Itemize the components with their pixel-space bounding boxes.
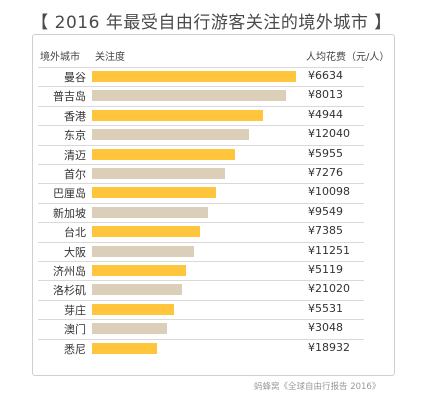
city-label: 香港 <box>64 109 86 123</box>
row-separator <box>38 241 364 243</box>
attention-bar <box>92 284 182 296</box>
spending-value: ¥5531 <box>308 301 343 315</box>
row-separator <box>38 86 364 88</box>
attention-bar <box>92 71 296 82</box>
row-separator <box>38 280 364 282</box>
spending-value: ¥12040 <box>308 127 350 141</box>
city-label: 台北 <box>64 226 86 240</box>
city-label: 济州岛 <box>53 265 86 278</box>
spending-value: ¥5955 <box>308 146 343 160</box>
city-label: 首尔 <box>64 168 86 181</box>
spending-value: ¥6634 <box>308 69 343 82</box>
row-separator <box>38 67 364 68</box>
attention-bar <box>92 342 158 354</box>
row-separator <box>38 299 364 301</box>
attention-bar <box>92 206 209 218</box>
attention-bar <box>92 226 201 238</box>
city-label: 新加坡 <box>53 206 86 220</box>
spending-value: ¥9549 <box>308 204 343 218</box>
row-separator <box>38 125 364 127</box>
attention-bar <box>92 303 174 315</box>
row-separator <box>38 183 364 185</box>
attention-bar <box>92 323 168 335</box>
row-separator <box>38 338 364 340</box>
spending-value: ¥11251 <box>308 243 350 257</box>
attention-column-header: 关注度 <box>95 52 125 63</box>
city-label: 澳门 <box>64 323 86 337</box>
city-label: 普吉岛 <box>53 90 86 104</box>
city-column-header: 境外城市 <box>40 52 80 63</box>
city-label: 大阪 <box>64 245 86 259</box>
attention-bar <box>92 265 186 276</box>
city-label: 曼谷 <box>64 71 86 84</box>
row-separator <box>38 261 364 262</box>
row-separator <box>38 222 364 224</box>
attention-bar <box>92 245 194 257</box>
attention-bar <box>92 129 250 141</box>
attention-bar <box>92 109 264 121</box>
attention-bar <box>92 168 225 179</box>
spending-value: ¥10098 <box>308 185 350 199</box>
row-separator <box>38 105 364 107</box>
spending-value: ¥7385 <box>308 224 343 238</box>
row-separator <box>38 202 364 204</box>
spending-value: ¥5119 <box>308 263 343 276</box>
spending-column-header: 人均花费（元/人） <box>306 52 390 63</box>
spending-value: ¥21020 <box>308 282 350 296</box>
row-separator <box>38 144 364 146</box>
spending-value: ¥3048 <box>308 321 343 335</box>
attention-bar <box>92 90 286 102</box>
chart-title: 【 2016 年最受自由行游客关注的境外城市 】 <box>31 13 392 33</box>
city-label: 悉尼 <box>64 342 86 356</box>
spending-value: ¥7276 <box>308 166 343 179</box>
spending-value: ¥18932 <box>308 340 350 354</box>
city-label: 清迈 <box>64 148 86 162</box>
city-label: 芽庄 <box>64 303 86 317</box>
source-credit: 蚂蜂窝《全球自由行报告 2016》 <box>254 382 381 392</box>
spending-value: ¥4944 <box>308 107 343 121</box>
attention-bar <box>92 187 217 199</box>
attention-bar <box>92 148 235 160</box>
city-label: 洛杉矶 <box>53 284 86 298</box>
row-separator <box>38 319 364 321</box>
spending-value: ¥8013 <box>308 88 343 102</box>
row-separator <box>38 164 364 165</box>
city-label: 东京 <box>64 129 86 143</box>
city-label: 巴厘岛 <box>53 187 86 201</box>
